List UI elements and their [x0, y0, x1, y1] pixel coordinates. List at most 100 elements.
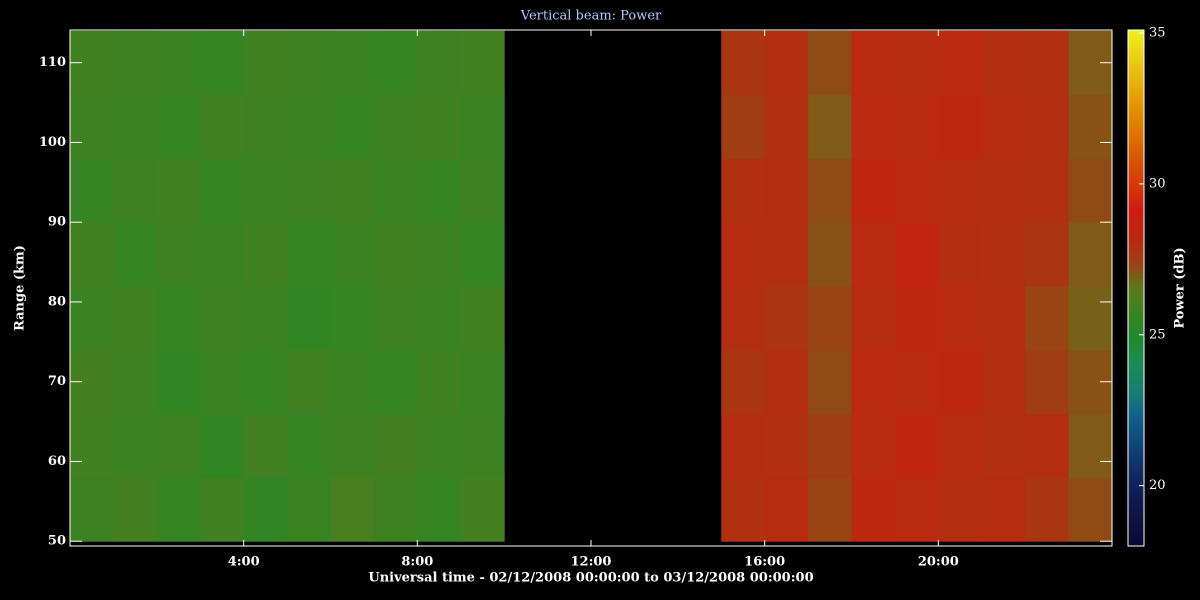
heatmap-cell	[981, 222, 1026, 287]
heatmap-cell	[156, 158, 201, 223]
colorbar-tick-label: 20	[1149, 478, 1166, 493]
heatmap-cell	[156, 349, 201, 415]
heatmap-cell	[200, 349, 245, 415]
heatmap-cell	[1025, 30, 1070, 96]
heatmap-cell	[156, 94, 201, 159]
heatmap-cell	[1025, 413, 1070, 478]
heatmap-cell	[460, 413, 505, 478]
heatmap-cell	[156, 286, 201, 351]
heatmap-cell	[330, 222, 375, 287]
heatmap-cell	[938, 477, 983, 542]
heatmap-cell	[417, 349, 462, 415]
heatmap-cell	[1068, 413, 1113, 478]
heatmap-cell	[721, 94, 766, 159]
heatmap-cell	[1025, 222, 1070, 287]
heatmap-cell	[1025, 286, 1070, 351]
heatmap-cell	[721, 413, 766, 478]
heatmap-cell	[460, 94, 505, 159]
heatmap-cell	[721, 477, 766, 542]
heatmap-cell	[287, 94, 331, 159]
heatmap-cell	[156, 222, 201, 287]
heatmap-cell	[808, 30, 852, 96]
heatmap-cell	[70, 94, 114, 159]
heatmap-cell	[764, 30, 809, 96]
heatmap-cell	[894, 477, 939, 542]
colorbar-label: Power (dB)	[1173, 247, 1188, 328]
heatmap-cell	[287, 222, 331, 287]
heatmap-cell	[156, 413, 201, 478]
heatmap-cell	[373, 349, 418, 415]
x-tick-label: 20:00	[918, 555, 959, 570]
x-tick-label: 8:00	[401, 555, 433, 570]
heatmap-cell	[1068, 158, 1113, 223]
heatmap-cell	[243, 349, 288, 415]
heatmap-cell	[243, 94, 288, 159]
heatmap-cell	[938, 349, 983, 415]
heatmap-cell	[200, 30, 245, 96]
heatmap-cell	[808, 222, 852, 287]
heatmap-cell	[721, 286, 766, 351]
heatmap-cell	[330, 158, 375, 223]
heatmap-cell	[721, 158, 766, 223]
heatmap-cell	[70, 286, 114, 351]
heatmap-cell	[373, 94, 418, 159]
heatmap-cell	[156, 477, 201, 542]
heatmap-cell	[938, 30, 983, 96]
heatmap-cell	[938, 222, 983, 287]
y-tick-label: 110	[39, 55, 66, 70]
heatmap-cell	[330, 30, 375, 96]
heatmap-cell	[808, 94, 852, 159]
heatmap-cell	[243, 30, 288, 96]
heatmap-cell	[764, 286, 809, 351]
heatmap-cell	[113, 222, 158, 287]
heatmap-cell	[373, 413, 418, 478]
heatmap-cell	[981, 413, 1026, 478]
heatmap-cell	[70, 477, 114, 542]
y-axis-label: Range (km)	[13, 245, 28, 331]
heatmap-cell	[808, 413, 852, 478]
heatmap-cell	[851, 286, 896, 351]
heatmap-cell	[460, 30, 505, 96]
heatmap-cell	[1068, 222, 1113, 287]
colorbar	[1127, 29, 1145, 547]
y-tick-label: 70	[48, 374, 66, 389]
heatmap-cell	[417, 30, 462, 96]
heatmap-cell	[851, 222, 896, 287]
heatmap-cell	[287, 286, 331, 351]
heatmap-cell	[417, 94, 462, 159]
heatmap-cell	[417, 477, 462, 542]
heatmap-cell	[1068, 477, 1113, 542]
heatmap-cell	[113, 30, 158, 96]
heatmap-cell	[764, 349, 809, 415]
y-tick-label: 100	[39, 135, 66, 150]
heatmap-cell	[287, 413, 331, 478]
heatmap-cell	[287, 477, 331, 542]
heatmap-cell	[373, 222, 418, 287]
heatmap-cell	[330, 94, 375, 159]
heatmap-cell	[894, 222, 939, 287]
heatmap-cell	[981, 477, 1026, 542]
heatmap-cell	[981, 158, 1026, 223]
x-axis-label: Universal time - 02/12/2008 00:00:00 to …	[368, 571, 813, 586]
heatmap-cell	[243, 477, 288, 542]
heatmap-cell	[113, 349, 158, 415]
heatmap-cell	[200, 222, 245, 287]
heatmap-cell	[373, 30, 418, 96]
heatmap-cell	[764, 94, 809, 159]
heatmap-cell	[808, 349, 852, 415]
heatmap-cell	[721, 30, 766, 96]
heatmap-cell	[851, 94, 896, 159]
heatmap-cell	[330, 349, 375, 415]
heatmap-cell	[200, 286, 245, 351]
heatmap-cell	[113, 286, 158, 351]
heatmap-cell	[764, 413, 809, 478]
heatmap-cell	[113, 413, 158, 478]
heatmap-cell	[113, 158, 158, 223]
y-tick-label: 90	[48, 215, 66, 230]
x-tick-label: 12:00	[571, 555, 612, 570]
heatmap-cell	[373, 286, 418, 351]
heatmap-cell	[330, 477, 375, 542]
heatmap-cell	[894, 94, 939, 159]
heatmap-cell	[938, 413, 983, 478]
